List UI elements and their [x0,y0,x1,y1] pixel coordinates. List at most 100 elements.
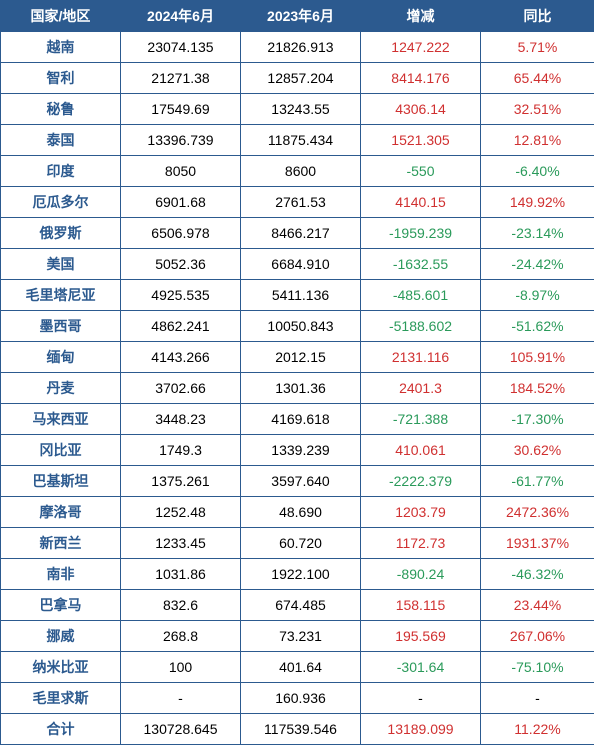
cell-country: 俄罗斯 [1,218,121,249]
cell-2024: 6506.978 [121,218,241,249]
cell-delta: 1247.222 [361,32,481,63]
table-row: 印度80508600-550-6.40% [1,156,594,187]
cell-2023: 117539.546 [241,714,361,745]
cell-delta: 2131.116 [361,342,481,373]
cell-country: 毛里塔尼亚 [1,280,121,311]
cell-2024: 6901.68 [121,187,241,218]
cell-2023: 21826.913 [241,32,361,63]
cell-2023: 5411.136 [241,280,361,311]
table-body: 越南23074.13521826.9131247.2225.71%智利21271… [1,32,594,745]
cell-delta: 1203.79 [361,497,481,528]
cell-country: 美国 [1,249,121,280]
cell-delta: -550 [361,156,481,187]
cell-2024: 17549.69 [121,94,241,125]
cell-pct: -61.77% [481,466,594,497]
cell-country: 毛里求斯 [1,683,121,714]
table-row: 合计130728.645117539.54613189.09911.22% [1,714,594,745]
cell-pct: 184.52% [481,373,594,404]
cell-pct: -17.30% [481,404,594,435]
table-row: 缅甸4143.2662012.152131.116105.91% [1,342,594,373]
cell-country: 丹麦 [1,373,121,404]
cell-2024: 23074.135 [121,32,241,63]
cell-pct: -51.62% [481,311,594,342]
col-delta: 增减 [361,1,481,32]
cell-country: 泰国 [1,125,121,156]
cell-country: 马来西亚 [1,404,121,435]
table-row: 纳米比亚100401.64-301.64-75.10% [1,652,594,683]
table-row: 墨西哥4862.24110050.843-5188.602-51.62% [1,311,594,342]
cell-2023: 2761.53 [241,187,361,218]
cell-country: 冈比亚 [1,435,121,466]
cell-country: 摩洛哥 [1,497,121,528]
table-row: 新西兰1233.4560.7201172.731931.37% [1,528,594,559]
cell-pct: 105.91% [481,342,594,373]
cell-country: 缅甸 [1,342,121,373]
cell-delta: -485.601 [361,280,481,311]
cell-country: 合计 [1,714,121,745]
cell-delta: -2222.379 [361,466,481,497]
table-row: 俄罗斯6506.9788466.217-1959.239-23.14% [1,218,594,249]
cell-2024: 13396.739 [121,125,241,156]
cell-country: 巴基斯坦 [1,466,121,497]
cell-country: 越南 [1,32,121,63]
cell-country: 新西兰 [1,528,121,559]
cell-2024: 8050 [121,156,241,187]
cell-delta: -890.24 [361,559,481,590]
table-row: 马来西亚3448.234169.618-721.388-17.30% [1,404,594,435]
cell-2024: 1749.3 [121,435,241,466]
cell-2023: 6684.910 [241,249,361,280]
cell-2023: 1339.239 [241,435,361,466]
cell-pct: -75.10% [481,652,594,683]
cell-pct: 23.44% [481,590,594,621]
table-row: 巴基斯坦1375.2613597.640-2222.379-61.77% [1,466,594,497]
cell-2024: 21271.38 [121,63,241,94]
cell-delta: 410.061 [361,435,481,466]
cell-delta: -5188.602 [361,311,481,342]
cell-delta: 1172.73 [361,528,481,559]
table-row: 南非1031.861922.100-890.24-46.32% [1,559,594,590]
cell-2024: 1233.45 [121,528,241,559]
cell-2023: 11875.434 [241,125,361,156]
cell-2023: 2012.15 [241,342,361,373]
cell-2023: 3597.640 [241,466,361,497]
table-row: 巴拿马832.6674.485158.11523.44% [1,590,594,621]
cell-2024: 1252.48 [121,497,241,528]
cell-2023: 10050.843 [241,311,361,342]
cell-2023: 674.485 [241,590,361,621]
cell-pct: 267.06% [481,621,594,652]
col-country: 国家/地区 [1,1,121,32]
table-row: 越南23074.13521826.9131247.2225.71% [1,32,594,63]
cell-country: 纳米比亚 [1,652,121,683]
cell-country: 挪威 [1,621,121,652]
cell-pct: 2472.36% [481,497,594,528]
cell-2023: 160.936 [241,683,361,714]
cell-country: 墨西哥 [1,311,121,342]
cell-2023: 73.231 [241,621,361,652]
cell-2024: 4862.241 [121,311,241,342]
data-table: 国家/地区 2024年6月 2023年6月 增减 同比 越南23074.1352… [0,0,594,745]
cell-2023: 1922.100 [241,559,361,590]
cell-2024: 4925.535 [121,280,241,311]
cell-pct: 5.71% [481,32,594,63]
cell-pct: -6.40% [481,156,594,187]
cell-2024: 832.6 [121,590,241,621]
cell-2024: 5052.36 [121,249,241,280]
cell-country: 南非 [1,559,121,590]
cell-2023: 1301.36 [241,373,361,404]
cell-delta: 1521.305 [361,125,481,156]
cell-pct: -46.32% [481,559,594,590]
cell-2024: 1031.86 [121,559,241,590]
table-header: 国家/地区 2024年6月 2023年6月 增减 同比 [1,1,594,32]
cell-country: 厄瓜多尔 [1,187,121,218]
table-row: 摩洛哥1252.4848.6901203.792472.36% [1,497,594,528]
col-pct: 同比 [481,1,594,32]
cell-delta: 2401.3 [361,373,481,404]
cell-2024: 268.8 [121,621,241,652]
cell-delta: 4306.14 [361,94,481,125]
cell-delta: -1959.239 [361,218,481,249]
cell-pct: 11.22% [481,714,594,745]
cell-pct: -24.42% [481,249,594,280]
cell-pct: 30.62% [481,435,594,466]
cell-2024: - [121,683,241,714]
cell-pct: 32.51% [481,94,594,125]
